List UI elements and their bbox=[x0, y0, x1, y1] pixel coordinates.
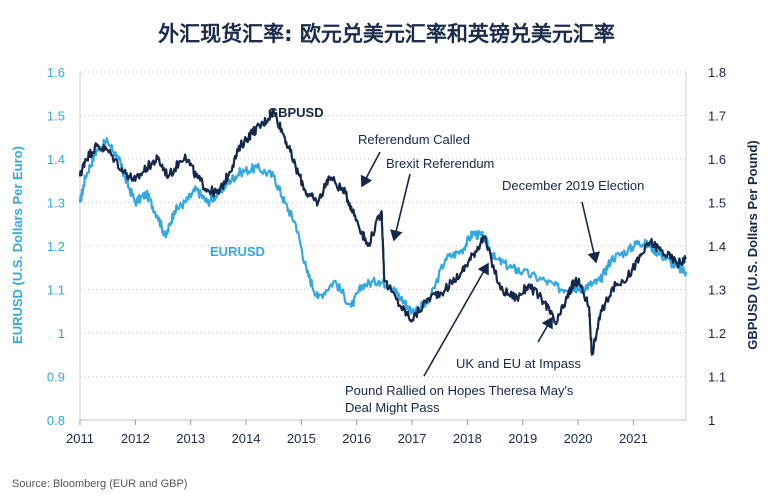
x-tick-label: 2017 bbox=[398, 431, 427, 446]
y-tick-label-left: 1.2 bbox=[47, 239, 65, 254]
label-gbpusd: GBPUSD bbox=[268, 105, 324, 120]
x-tick-label: 2020 bbox=[564, 431, 593, 446]
y-tick-label-right: 1.8 bbox=[708, 65, 726, 80]
arrow-pound-rallied bbox=[423, 262, 489, 377]
annotation-referendum-called: Referendum Called bbox=[358, 132, 470, 147]
arrow-brexit-referendum bbox=[390, 173, 411, 242]
gbpusd-line bbox=[78, 108, 687, 356]
x-tick-label: 2015 bbox=[287, 431, 316, 446]
y-tick-label-right: 1.3 bbox=[708, 283, 726, 298]
chart-title: 外汇现货汇率: 欧元兑美元汇率和英镑兑美元汇率 bbox=[158, 22, 615, 46]
annotation-december-2019-election: December 2019 Election bbox=[502, 178, 644, 193]
eurusd-line bbox=[78, 137, 688, 316]
series-layer bbox=[78, 108, 688, 356]
y-tick-label-right: 1.5 bbox=[708, 196, 726, 211]
y-tick-label-left: 1.1 bbox=[47, 283, 65, 298]
x-axis: 2011 2012 2013 2014 2015 2016 2017 2018 2019 2020… bbox=[66, 420, 648, 446]
source-note: Source: Bloomberg (EUR and GBP) bbox=[12, 478, 188, 490]
y-tick-label-right: 1 bbox=[708, 413, 715, 428]
y-tick-label-right: 1.4 bbox=[708, 239, 726, 254]
x-tick-label: 2013 bbox=[176, 431, 205, 446]
y-tick-label-left: 1.6 bbox=[47, 65, 65, 80]
y-tick-label-left: 0.8 bbox=[47, 413, 65, 428]
y-tick-label-right: 1.1 bbox=[708, 370, 726, 385]
y-axis-label-left: EURUSD (U.S. Dollars Per Euro) bbox=[10, 146, 25, 344]
x-tick-label: 2019 bbox=[508, 431, 537, 446]
x-tick-label: 2012 bbox=[121, 431, 150, 446]
annotation-pound-rallied-1: Pound Rallied on Hopes Theresa May's bbox=[345, 383, 574, 398]
y-tick-label-right: 1.2 bbox=[708, 326, 726, 341]
y-tick-label-left: 0.9 bbox=[47, 370, 65, 385]
annotation-uk-eu-impass: UK and EU at Impass bbox=[456, 356, 581, 371]
annotations: GBPUSD Referendum Called Brexit Referendum… bbox=[210, 105, 644, 415]
arrow-uk-eu-impass bbox=[537, 316, 553, 343]
annotation-pound-rallied-2: Deal Might Pass bbox=[345, 400, 440, 415]
y-tick-label-right: 1.7 bbox=[708, 109, 726, 124]
right-axis: 1.8 1.7 1.6 1.5 1.4 1.3 1.2 1.1 1 bbox=[708, 65, 726, 428]
x-tick-label: 2011 bbox=[66, 431, 94, 446]
y-tick-label-left: 1.5 bbox=[47, 109, 65, 124]
y-axis-label-right: GBPUSD (U.S. Dollars Per Pound) bbox=[745, 140, 760, 349]
arrow-referendum-called bbox=[360, 151, 381, 188]
annotation-arrows bbox=[360, 151, 601, 377]
label-eurusd: EURUSD bbox=[210, 244, 265, 259]
x-tick-label: 2018 bbox=[453, 431, 482, 446]
annotation-brexit-referendum: Brexit Referendum bbox=[386, 156, 494, 171]
left-axis: 1.6 1.5 1.4 1.3 1.2 1.1 1 0.9 0.8 bbox=[47, 65, 65, 428]
x-tick-label: 2014 bbox=[232, 431, 261, 446]
x-tick-label: 2016 bbox=[342, 431, 371, 446]
y-tick-label-left: 1 bbox=[58, 326, 65, 341]
y-tick-label-left: 1.4 bbox=[47, 152, 65, 167]
y-tick-label-left: 1.3 bbox=[47, 196, 65, 211]
y-tick-label-right: 1.6 bbox=[708, 152, 726, 167]
x-tick-label: 2021 bbox=[619, 431, 648, 446]
arrow-december-2019-election bbox=[581, 201, 601, 264]
